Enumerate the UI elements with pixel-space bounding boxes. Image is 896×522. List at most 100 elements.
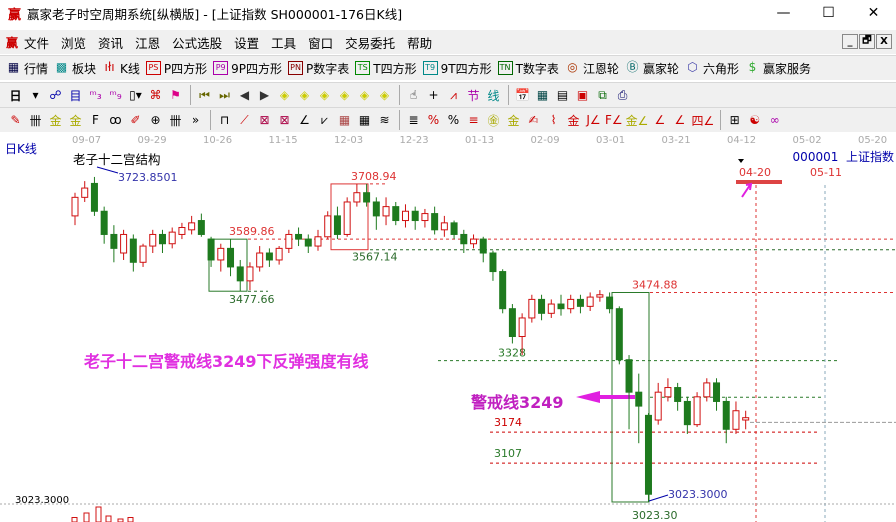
menu-item[interactable]: 江恩 <box>135 35 161 51</box>
menu-item[interactable]: 交易委托 <box>345 35 396 51</box>
gann-grid-icon[interactable]: ▦ <box>338 113 351 127</box>
app-logo[interactable]: 赢 <box>8 7 22 23</box>
period-dropdown-icon[interactable]: ▾ <box>32 88 39 102</box>
menu-item[interactable]: 窗口 <box>308 35 334 51</box>
mdi-restore-button[interactable]: 🗗 <box>859 34 875 49</box>
wave-icon[interactable]: 线 <box>487 88 500 103</box>
shrink-icon[interactable]: ◈ <box>339 88 350 102</box>
grid2-icon[interactable]: ▦ <box>358 113 371 127</box>
hand-icon[interactable]: ☝ <box>409 88 418 102</box>
angle-b-icon[interactable]: ∠ <box>674 113 686 127</box>
gold-under-icon[interactable]: 金 <box>567 113 580 128</box>
report-icon[interactable]: ▤ <box>556 88 569 102</box>
shift-right-icon[interactable]: ◈ <box>299 88 310 102</box>
flag-icon[interactable]: ⚑ <box>170 88 181 102</box>
f-angle-icon[interactable]: F∠ <box>605 113 623 127</box>
bars-icon[interactable]: 卌 <box>169 113 182 128</box>
angle-a-icon[interactable]: ∠ <box>654 113 666 127</box>
gold-1-icon[interactable]: 金 <box>49 113 62 128</box>
toolbar-button[interactable]: PN P数字表 <box>288 60 349 77</box>
mdi-minimize-button[interactable]: _ <box>842 34 858 49</box>
line-icon[interactable]: ⩘ <box>450 87 457 102</box>
percent-line-icon[interactable]: % <box>427 113 440 127</box>
gold-lines-icon[interactable]: 金 <box>507 113 520 128</box>
menu-item[interactable]: 设置 <box>234 35 260 51</box>
square-x-icon[interactable]: ⊠ <box>279 113 290 127</box>
prev-icon[interactable]: ◀ <box>239 88 250 102</box>
toolbar-button[interactable]: ▦ 行情 <box>6 60 48 77</box>
shift-left-icon[interactable]: ◈ <box>279 88 290 102</box>
zoom-in-icon[interactable]: ◈ <box>359 88 370 102</box>
toolbar-label: 江恩轮 <box>582 61 619 76</box>
node-icon[interactable]: 节 <box>467 88 480 103</box>
grid-lines-icon[interactable]: 卌 <box>29 113 42 128</box>
toolbar-button[interactable]: ıłı K线 <box>102 60 139 77</box>
more-icon[interactable]: » <box>191 113 200 127</box>
parallel-icon[interactable]: ≋ <box>379 113 390 127</box>
chart-style-icon[interactable]: ☍ <box>49 88 62 102</box>
square-fan-icon[interactable]: ⊠ <box>259 113 270 127</box>
percent-icon[interactable]: % <box>447 113 460 127</box>
angle-icon[interactable]: ∠ <box>299 113 310 127</box>
menu-item[interactable]: 公式选股 <box>172 35 223 51</box>
cycle-icon[interactable]: ⌘ <box>149 88 162 102</box>
toolbar-button[interactable]: PS P四方形 <box>145 60 207 77</box>
circle-grid-icon[interactable]: ⊕ <box>150 113 161 127</box>
close-button[interactable]: ✕ <box>867 5 880 21</box>
wave3-icon[interactable]: ᵐ₃ <box>89 88 102 102</box>
menu-item[interactable]: 帮助 <box>407 35 433 51</box>
toolbar-button[interactable]: Ⓑ 赢家轮 <box>625 60 679 77</box>
toolbar-button[interactable]: TN T数字表 <box>497 60 559 77</box>
grid-icon[interactable]: ⊞ <box>729 113 740 127</box>
fib-icon[interactable]: F <box>92 113 99 127</box>
last-icon[interactable]: ⏭ <box>219 87 230 102</box>
menu-logo-icon[interactable]: 赢 <box>6 35 19 50</box>
pen-icon[interactable]: ✎ <box>10 113 21 127</box>
export-icon[interactable]: ⧉ <box>598 87 607 102</box>
expand-icon[interactable]: ◈ <box>319 88 330 102</box>
percent-lines-icon[interactable]: ≡ <box>468 113 479 127</box>
infinity-icon[interactable]: ∞ <box>769 113 780 127</box>
toolbar-button[interactable]: P9 9P四方形 <box>213 60 282 77</box>
box-icon[interactable]: ⊓ <box>219 113 230 127</box>
maximize-button[interactable]: ☐ <box>822 5 835 21</box>
toolbar-button[interactable]: ▩ 板块 <box>54 60 96 77</box>
crosshair-icon[interactable]: + <box>428 88 439 102</box>
calendar-icon[interactable]: 📅 <box>515 88 530 102</box>
wave9-icon[interactable]: ᵐ₉ <box>109 88 122 102</box>
period-selector[interactable]: 日 <box>9 88 22 103</box>
first-icon[interactable]: ⏮ <box>199 87 210 102</box>
next-icon[interactable]: ▶ <box>259 88 270 102</box>
toolbar-button[interactable]: $ 赢家服务 <box>745 60 811 77</box>
candle-type-icon[interactable]: ▯▾ <box>129 88 142 102</box>
menu-item[interactable]: 文件 <box>24 35 50 51</box>
taiji-icon[interactable]: ☯ <box>749 113 761 127</box>
toolbar-button[interactable]: ⬡ 六角形 <box>685 60 739 77</box>
fan-icon[interactable]: ⟋ <box>240 112 249 127</box>
gold-angle-icon[interactable]: 金∠ <box>625 113 649 128</box>
mdi-close-button[interactable]: X <box>876 34 892 49</box>
ruler-icon[interactable]: ≣ <box>408 113 419 127</box>
menu-item[interactable]: 浏览 <box>61 35 87 51</box>
wave-ab-icon[interactable]: ⌇ <box>550 113 557 127</box>
angle-4-icon[interactable]: 四∠ <box>691 113 715 128</box>
toolbar-button[interactable]: TS T四方形 <box>355 60 417 77</box>
brush-icon[interactable]: ✐ <box>130 113 141 127</box>
calculator-icon[interactable]: ▦ <box>536 88 549 102</box>
spiral-icon[interactable]: ꝏ <box>109 113 122 127</box>
menu-item[interactable]: 工具 <box>271 35 297 51</box>
print-icon[interactable]: ⎙ <box>617 87 628 102</box>
gold-2-icon[interactable]: 金 <box>69 113 82 128</box>
zigzag-icon[interactable]: ⩗ <box>321 112 328 127</box>
minimize-button[interactable]: — <box>776 5 791 21</box>
gold-circle-icon[interactable]: ㊎ <box>487 113 500 128</box>
menu-item[interactable]: 资讯 <box>98 35 124 51</box>
toolbar-button[interactable]: T9 9T四方形 <box>422 60 492 77</box>
zoom-out-icon[interactable]: ◈ <box>379 88 390 102</box>
save-icon[interactable]: ▣ <box>576 88 589 102</box>
marker-icon[interactable]: ✍ <box>528 113 539 127</box>
kline-chart[interactable]: 09-07 09-29 10-26 11-15 12-03 12-23 01-13 02-09… <box>0 133 896 522</box>
notes-icon[interactable]: 目 <box>69 88 82 103</box>
toolbar-button[interactable]: ◎ 江恩轮 <box>565 60 619 77</box>
j-angle-icon[interactable]: J∠ <box>586 113 601 127</box>
